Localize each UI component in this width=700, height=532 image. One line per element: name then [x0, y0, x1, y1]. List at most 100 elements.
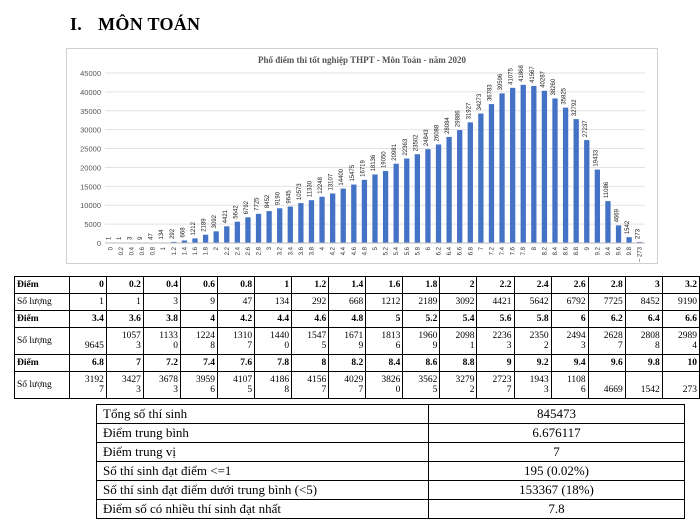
- bar-data-label: 6792: [244, 200, 250, 214]
- bar-data-label: 38260: [551, 78, 557, 95]
- count-cell-line: 2723: [492, 375, 512, 385]
- bar: [351, 184, 357, 243]
- bar-data-label: 11086: [604, 181, 610, 198]
- count-cell-line: 5: [321, 341, 327, 351]
- count-cell-line: 7: [358, 385, 364, 395]
- score-cell: 1.4: [328, 276, 367, 294]
- y-tick-label: 10000: [80, 201, 101, 210]
- x-tick-label: 6: [426, 246, 432, 250]
- count-cell-line: 7: [247, 341, 253, 351]
- y-tick-label: 25000: [80, 145, 101, 154]
- count-cell-line: 2628: [603, 331, 623, 341]
- score-cell: 2.8: [587, 276, 626, 294]
- count-cell-line: 4107: [233, 375, 253, 385]
- x-tick-label: 6.2: [437, 246, 443, 255]
- count-cell: 1108 6: [550, 371, 589, 399]
- bar: [255, 213, 262, 243]
- count-cell: 3: [142, 293, 181, 311]
- bar: [584, 140, 590, 243]
- count-cell: 4669: [587, 371, 626, 399]
- x-tick-label: 3.8: [309, 246, 315, 255]
- score-cell: 2.2: [476, 276, 515, 294]
- count-cell-line: 1542: [640, 385, 660, 395]
- bar: [287, 206, 293, 243]
- x-tick-label: 5.8: [415, 246, 421, 255]
- x-tick-label: 5: [373, 246, 379, 250]
- count-cell-line: 1: [99, 297, 104, 307]
- score-distribution-chart: Phổ điểm thi tốt nghiệp THPT - Môn Toán …: [66, 48, 658, 264]
- score-count-table: Điểm 0 0.2 0.4 0.6 0.8 1 1.2 1.4 1.6 1.8 2 2.2 2.4 2.6…: [14, 276, 700, 399]
- x-tick-label: 4.8: [362, 246, 368, 255]
- bar-data-label: 29886: [456, 110, 462, 127]
- bar: [298, 203, 304, 243]
- score-cell: 5.8: [513, 310, 552, 328]
- bar: [488, 104, 495, 244]
- score-cell: 7.2: [142, 354, 181, 372]
- score-cell: 5.4: [439, 310, 478, 328]
- count-cell: 3192 7: [68, 371, 107, 399]
- count-cell: 2098 1: [439, 327, 478, 355]
- bar: [467, 122, 473, 243]
- x-tick-label: 7.2: [489, 246, 495, 255]
- section-heading: I. MÔN TOÁN: [70, 14, 200, 35]
- bar-data-label: 16719: [360, 159, 366, 176]
- x-tick-label: 0: [108, 246, 114, 250]
- count-cell: 9: [179, 293, 219, 311]
- bar-data-label: 7725: [255, 197, 261, 211]
- score-cell: 6.2: [587, 310, 626, 328]
- bar: [552, 98, 558, 243]
- x-tick-label: 3.6: [299, 246, 305, 255]
- x-tick-label: 8.2: [542, 246, 548, 255]
- count-cell: 1133 0: [142, 327, 181, 355]
- bar: [382, 171, 389, 243]
- section-title: MÔN TOÁN: [98, 14, 201, 34]
- bar: [266, 211, 272, 243]
- count-cell: 4029 7: [328, 371, 367, 399]
- bar-data-label: 23502: [413, 134, 419, 151]
- count-cell: 2236 3: [476, 327, 515, 355]
- stat-key: Tổng số thí sinh: [96, 404, 429, 424]
- count-cell: 9645: [68, 327, 107, 355]
- bar-data-label: 1212: [191, 221, 197, 235]
- bar: [372, 174, 378, 243]
- count-cell-line: 3: [543, 385, 549, 395]
- count-cell-line: 6: [580, 385, 586, 395]
- x-tick-label: 0.4: [129, 246, 135, 255]
- count-cell-line: 7725: [603, 297, 623, 307]
- count-cell: 3427 3: [105, 371, 144, 399]
- bar: [340, 188, 346, 243]
- x-tick-label: 8: [532, 246, 538, 250]
- count-cell-line: 1813: [381, 331, 401, 341]
- count-cell: 273: [661, 371, 700, 399]
- bar-data-label: 39596: [498, 73, 504, 90]
- count-cell-line: 6: [395, 341, 401, 351]
- count-cell-line: 1440: [270, 331, 290, 341]
- count-cell-line: 3: [173, 297, 178, 307]
- bar: [637, 241, 643, 243]
- count-cell-line: 1: [469, 341, 475, 351]
- bar: [277, 208, 283, 243]
- bar-data-label: 9: [138, 236, 144, 240]
- score-cell: 6.8: [68, 354, 107, 372]
- chart-canvas: 0 5000 10000 15000 20000 25000 30000 35000 40000…: [80, 64, 645, 263]
- bar: [594, 169, 600, 243]
- score-cell: 7.6: [216, 354, 256, 372]
- score-cell: 4.8: [328, 310, 367, 328]
- x-tick-label: 3.2: [278, 246, 284, 255]
- bar-data-label: 26088: [435, 124, 441, 141]
- bar-data-label: 28084: [445, 117, 451, 134]
- y-tick-label: 5000: [84, 220, 101, 229]
- count-cell: 1: [105, 293, 144, 311]
- bar-data-label: 41868: [519, 64, 525, 81]
- bar-data-label: 292: [170, 228, 176, 239]
- x-tick-label: 1.6: [193, 246, 199, 255]
- bar: [478, 113, 484, 243]
- bar-data-label: 34273: [477, 93, 483, 110]
- x-tick-label: 2.8: [257, 246, 263, 255]
- bar-data-label: 31927: [466, 102, 472, 119]
- stat-key: Điểm trung vị: [96, 442, 429, 462]
- bar-data-label: 47: [149, 232, 155, 239]
- count-cell-line: 1224: [196, 331, 215, 341]
- x-tick-label: 6.8: [468, 246, 474, 255]
- bar: [171, 241, 177, 243]
